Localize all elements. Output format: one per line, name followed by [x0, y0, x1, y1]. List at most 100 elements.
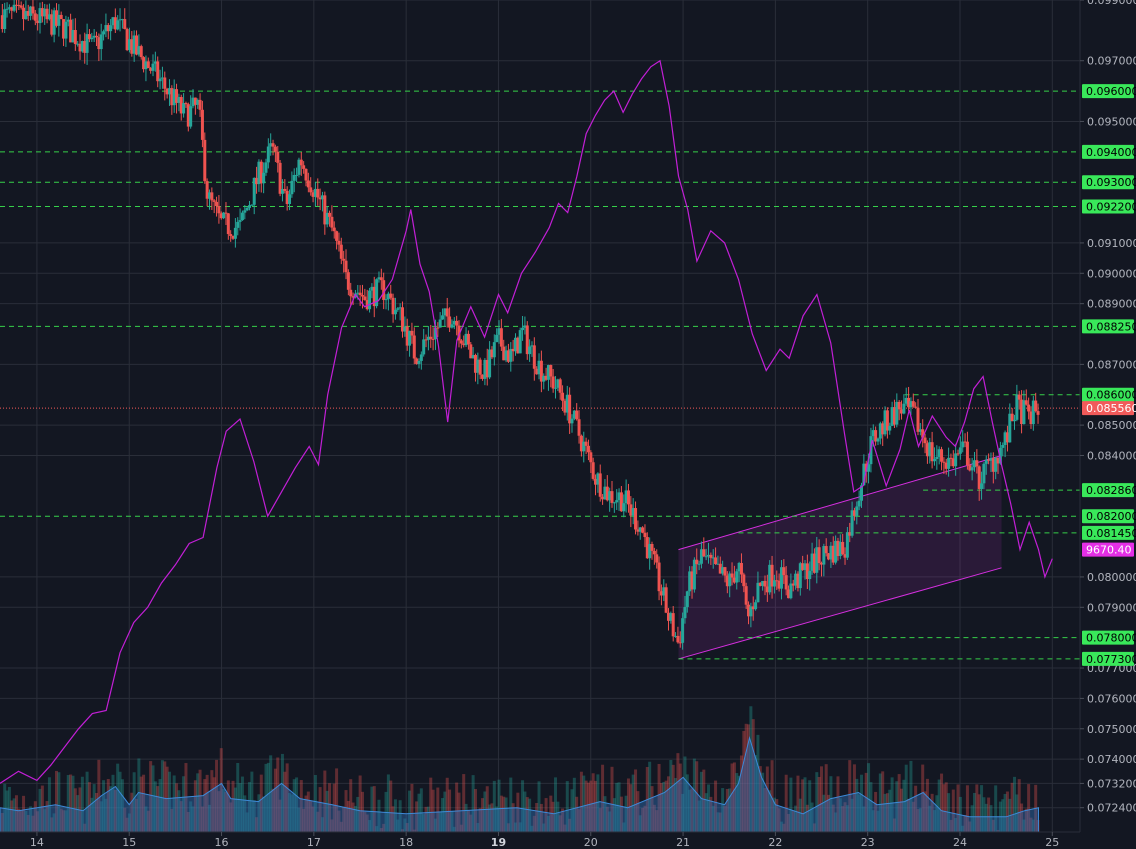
volume-bar — [857, 794, 861, 832]
candle-body — [831, 545, 835, 563]
candle-body — [714, 557, 718, 565]
candle-body — [539, 360, 543, 382]
candle-body — [798, 563, 802, 589]
candle-body — [316, 188, 320, 198]
volume-bar — [843, 802, 847, 832]
candle-body — [987, 459, 991, 461]
candle-body — [782, 567, 786, 576]
candle-body — [876, 438, 880, 442]
volume-bar — [970, 805, 974, 832]
volume-bar — [57, 772, 61, 832]
candle-body — [120, 19, 124, 21]
candle-body — [125, 29, 129, 51]
time-tick-label: 17 — [307, 836, 321, 849]
volume-bar — [445, 777, 449, 832]
volume-bar — [325, 790, 329, 832]
candle-body — [436, 327, 440, 329]
volume-bar — [177, 790, 181, 832]
candle-body — [106, 25, 110, 32]
time-axis-background[interactable] — [0, 832, 1080, 849]
volume-bar — [393, 799, 397, 832]
candle-body — [363, 296, 367, 301]
candle-body — [438, 319, 442, 328]
volume-bar — [255, 817, 259, 832]
volume-bar — [499, 795, 503, 832]
candle-body — [624, 490, 628, 504]
volume-bar — [523, 791, 527, 832]
candle-body — [996, 457, 1000, 464]
candle-body — [318, 197, 322, 200]
volume-bar — [829, 776, 833, 832]
candle-body — [332, 227, 336, 232]
candle-body — [791, 583, 795, 586]
volume-bar — [401, 829, 405, 832]
time-tick-label: 22 — [768, 836, 782, 849]
volume-bar — [652, 804, 656, 832]
candle-body — [189, 106, 193, 127]
candle-body — [921, 429, 925, 438]
candle-body — [1024, 400, 1028, 405]
volume-bar — [156, 786, 160, 832]
volume-bar — [845, 805, 849, 832]
volume-bar — [537, 781, 541, 832]
volume-bar — [634, 769, 638, 832]
volume-bar — [619, 796, 623, 832]
volume-bar — [570, 789, 574, 832]
volume-bar — [1027, 784, 1031, 832]
candle-body — [843, 554, 847, 558]
candle-body — [845, 532, 849, 558]
volume-bar — [584, 780, 588, 832]
candle-body — [102, 31, 106, 35]
volume-bar — [158, 779, 162, 832]
volume-bar — [113, 789, 117, 832]
candle-body — [464, 333, 468, 346]
candle-body — [944, 462, 948, 469]
candle-body — [852, 510, 856, 516]
candle-body — [179, 97, 183, 114]
volume-bar — [768, 790, 772, 832]
volume-bar — [688, 789, 692, 832]
candle-body — [210, 192, 214, 201]
volume-bar — [238, 783, 242, 832]
horizontal-levels[interactable] — [0, 90, 1080, 660]
candle-body — [264, 162, 268, 173]
price-axis-background[interactable] — [1080, 0, 1136, 832]
candle-body — [1015, 394, 1019, 420]
candle-body — [697, 563, 701, 565]
candle-body — [775, 580, 779, 582]
volume-bar — [716, 812, 720, 832]
volume-bar — [624, 795, 628, 832]
candle-body — [431, 338, 435, 340]
volume-bar — [288, 793, 292, 832]
overlay-value-tag: 9670.40 — [1086, 544, 1132, 557]
candle-body — [598, 473, 602, 497]
candle-body — [779, 567, 783, 589]
volume-bar — [95, 792, 99, 832]
volume-bar — [794, 805, 798, 832]
volume-bar — [1029, 817, 1033, 832]
candle-body — [975, 460, 979, 467]
candle-body — [629, 504, 633, 516]
volume-bar — [551, 801, 555, 832]
volume-bar — [438, 812, 442, 832]
volume-bar — [368, 820, 372, 832]
volume-bar — [490, 803, 494, 832]
candle-body — [153, 61, 157, 64]
candle-body — [200, 109, 204, 140]
candle-body — [488, 349, 492, 378]
price-tick-label: 0.080000 — [1087, 571, 1136, 584]
volume-bar — [276, 757, 280, 832]
candle-body — [33, 13, 37, 21]
volume-bar — [262, 796, 266, 832]
candle-body — [309, 187, 313, 193]
candle-body — [794, 573, 798, 586]
candle-body — [236, 221, 240, 228]
candle-body — [989, 458, 993, 461]
candle-body — [1036, 411, 1040, 415]
candle-body — [410, 330, 414, 336]
volume-bar — [97, 759, 101, 832]
candle-body — [657, 562, 661, 592]
volume-bar — [353, 805, 357, 832]
candle-body — [739, 562, 743, 575]
